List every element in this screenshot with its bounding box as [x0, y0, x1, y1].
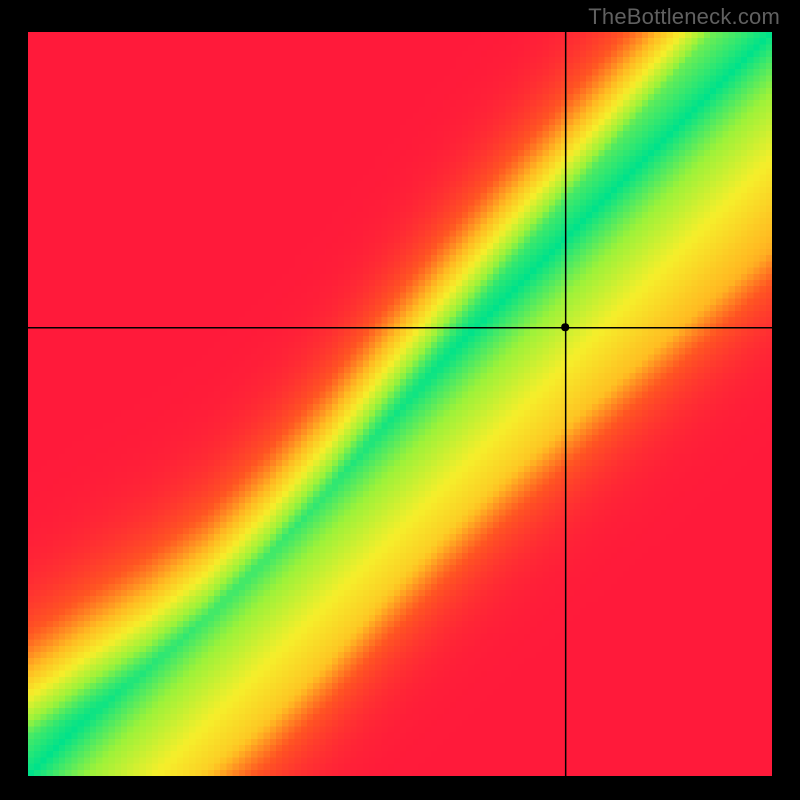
watermark-text: TheBottleneck.com [588, 4, 780, 30]
chart-outer-frame: { "watermark": { "text": "TheBottleneck.… [0, 0, 800, 800]
crosshair-overlay-canvas [28, 32, 772, 776]
